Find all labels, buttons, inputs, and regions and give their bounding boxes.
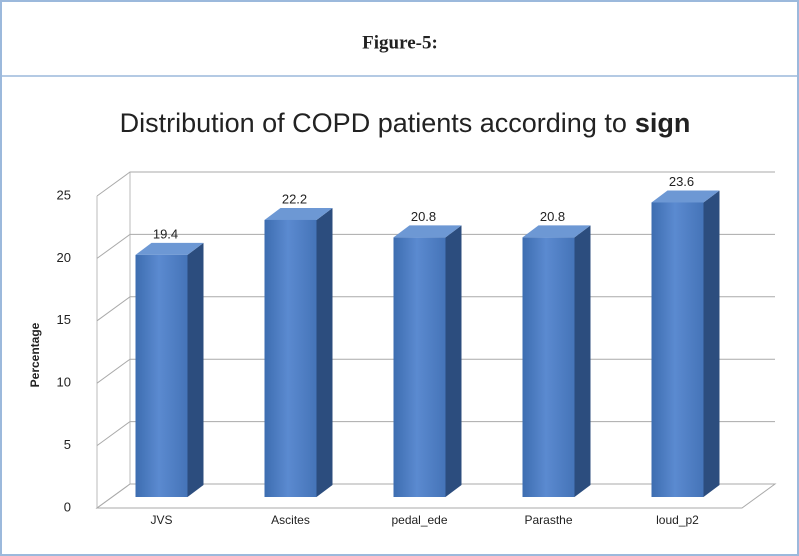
bar-side [445,225,462,497]
bar-top [651,190,720,203]
bar-top [393,225,462,238]
value-label: 23.6 [669,174,694,189]
bar-side [574,225,591,497]
chart-title: Distribution of COPD patients according … [120,108,691,138]
bar [651,202,704,498]
y-tick-label: 5 [64,437,71,452]
y-tick-label: 0 [64,499,71,514]
chart-title-emphasis: sign [635,108,691,138]
grid-line [96,171,775,197]
x-tick-label: Ascites [271,513,310,527]
floor [95,483,777,509]
bar [135,254,188,497]
x-tick-label: loud_p2 [656,513,699,527]
y-tick-label: 15 [57,312,71,327]
bar-top [135,242,204,255]
value-label: 20.8 [411,209,436,224]
bar-side [187,242,204,497]
x-tick-label: JVS [150,513,172,527]
figure-heading: Figure-5: [362,32,438,53]
bar [522,237,575,497]
bar-side [703,190,720,498]
y-tick-label: 10 [57,375,71,390]
y-axis-label: Percentage [28,322,42,387]
y-tick-label: 20 [57,250,71,265]
bar-top [264,207,333,220]
bar-side [316,207,333,497]
value-label: 22.2 [282,191,307,206]
chart-title-main: Distribution of COPD patients according … [120,108,627,138]
bar [264,219,317,497]
bar [393,237,446,497]
x-tick-label: Parasthe [524,513,572,527]
value-label: 19.4 [153,226,178,241]
value-label: 20.8 [540,209,565,224]
bar-top [522,225,591,238]
y-tick-label: 25 [57,187,71,202]
x-tick-label: pedal_ede [391,513,447,527]
